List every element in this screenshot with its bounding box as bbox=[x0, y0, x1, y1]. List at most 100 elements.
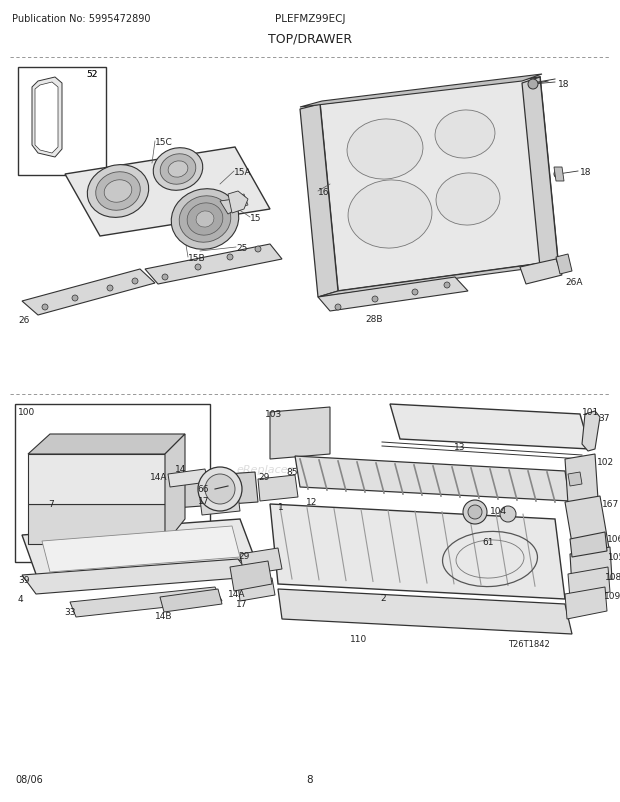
Polygon shape bbox=[300, 105, 338, 298]
Polygon shape bbox=[28, 455, 165, 504]
Text: eReplacementParts.com: eReplacementParts.com bbox=[237, 464, 373, 475]
Polygon shape bbox=[42, 526, 240, 573]
Text: 103: 103 bbox=[265, 410, 282, 419]
Polygon shape bbox=[230, 561, 272, 591]
Polygon shape bbox=[22, 269, 155, 316]
Polygon shape bbox=[390, 404, 590, 449]
Polygon shape bbox=[522, 78, 558, 268]
Polygon shape bbox=[568, 472, 582, 486]
Circle shape bbox=[227, 255, 233, 261]
Text: 14B: 14B bbox=[155, 611, 172, 620]
Text: 13: 13 bbox=[454, 443, 466, 452]
Polygon shape bbox=[565, 496, 610, 561]
Text: 15B: 15B bbox=[188, 253, 206, 263]
Polygon shape bbox=[270, 407, 330, 460]
Text: 102: 102 bbox=[597, 457, 614, 467]
Text: 25: 25 bbox=[236, 244, 247, 253]
Text: 14A: 14A bbox=[228, 589, 246, 598]
Polygon shape bbox=[278, 589, 572, 634]
Polygon shape bbox=[565, 587, 607, 619]
Circle shape bbox=[528, 80, 538, 90]
Text: 109: 109 bbox=[604, 591, 620, 600]
Text: 15C: 15C bbox=[155, 138, 173, 147]
Circle shape bbox=[468, 505, 482, 520]
Ellipse shape bbox=[168, 162, 188, 178]
Polygon shape bbox=[520, 260, 562, 285]
Polygon shape bbox=[168, 469, 208, 488]
Polygon shape bbox=[554, 168, 564, 182]
Text: 17: 17 bbox=[236, 599, 247, 608]
Ellipse shape bbox=[95, 172, 140, 211]
Polygon shape bbox=[270, 504, 565, 599]
Text: 105: 105 bbox=[608, 553, 620, 561]
Circle shape bbox=[72, 296, 78, 302]
Bar bbox=[18, 68, 106, 176]
Ellipse shape bbox=[435, 111, 495, 159]
Text: 52: 52 bbox=[86, 70, 97, 79]
Text: 52: 52 bbox=[86, 70, 97, 79]
Text: 104: 104 bbox=[490, 506, 507, 516]
Text: 66: 66 bbox=[197, 484, 208, 493]
Polygon shape bbox=[22, 559, 252, 594]
Text: 61: 61 bbox=[482, 537, 494, 546]
Polygon shape bbox=[582, 411, 600, 452]
Polygon shape bbox=[35, 83, 58, 154]
Polygon shape bbox=[160, 589, 222, 612]
Text: PLEFMZ99ECJ: PLEFMZ99ECJ bbox=[275, 14, 345, 24]
Polygon shape bbox=[220, 200, 240, 215]
Circle shape bbox=[195, 265, 201, 270]
Text: 167: 167 bbox=[602, 500, 619, 508]
Polygon shape bbox=[165, 435, 185, 545]
Text: 85: 85 bbox=[286, 468, 298, 476]
Polygon shape bbox=[318, 261, 558, 298]
Text: 100: 100 bbox=[18, 407, 35, 416]
Ellipse shape bbox=[436, 174, 500, 226]
Circle shape bbox=[107, 286, 113, 292]
Ellipse shape bbox=[348, 180, 432, 249]
Polygon shape bbox=[28, 435, 185, 455]
Text: 33: 33 bbox=[64, 607, 76, 616]
Polygon shape bbox=[300, 75, 542, 107]
Circle shape bbox=[255, 247, 261, 253]
Ellipse shape bbox=[187, 204, 223, 236]
Ellipse shape bbox=[104, 180, 132, 203]
Text: 8: 8 bbox=[307, 774, 313, 784]
Polygon shape bbox=[22, 520, 255, 577]
Text: Publication No: 5995472890: Publication No: 5995472890 bbox=[12, 14, 151, 24]
Text: 1: 1 bbox=[278, 502, 284, 512]
Circle shape bbox=[132, 278, 138, 285]
Bar bbox=[15, 404, 210, 562]
Polygon shape bbox=[240, 549, 282, 575]
Polygon shape bbox=[556, 255, 572, 274]
Text: 26: 26 bbox=[18, 316, 29, 325]
Circle shape bbox=[372, 297, 378, 302]
Text: TOP/DRAWER: TOP/DRAWER bbox=[268, 32, 352, 45]
Circle shape bbox=[412, 290, 418, 296]
Polygon shape bbox=[158, 472, 258, 509]
Polygon shape bbox=[570, 547, 612, 587]
Polygon shape bbox=[295, 456, 570, 501]
Polygon shape bbox=[230, 195, 248, 210]
Circle shape bbox=[335, 305, 341, 310]
Polygon shape bbox=[200, 496, 240, 516]
Circle shape bbox=[42, 305, 48, 310]
Polygon shape bbox=[228, 192, 248, 214]
Polygon shape bbox=[570, 533, 607, 557]
Ellipse shape bbox=[153, 148, 203, 191]
Text: 101: 101 bbox=[582, 407, 600, 416]
Text: 14: 14 bbox=[175, 464, 187, 473]
Polygon shape bbox=[145, 245, 282, 285]
Text: 16: 16 bbox=[318, 188, 329, 196]
Polygon shape bbox=[565, 455, 598, 504]
Text: 2: 2 bbox=[380, 593, 386, 602]
Ellipse shape bbox=[160, 155, 196, 185]
Circle shape bbox=[500, 506, 516, 522]
Polygon shape bbox=[568, 567, 610, 599]
Text: 108: 108 bbox=[605, 573, 620, 581]
Ellipse shape bbox=[87, 165, 149, 218]
Text: T26T1842: T26T1842 bbox=[508, 639, 550, 648]
Text: 08/06: 08/06 bbox=[15, 774, 43, 784]
Polygon shape bbox=[70, 587, 222, 618]
Polygon shape bbox=[32, 78, 62, 158]
Polygon shape bbox=[55, 496, 115, 525]
